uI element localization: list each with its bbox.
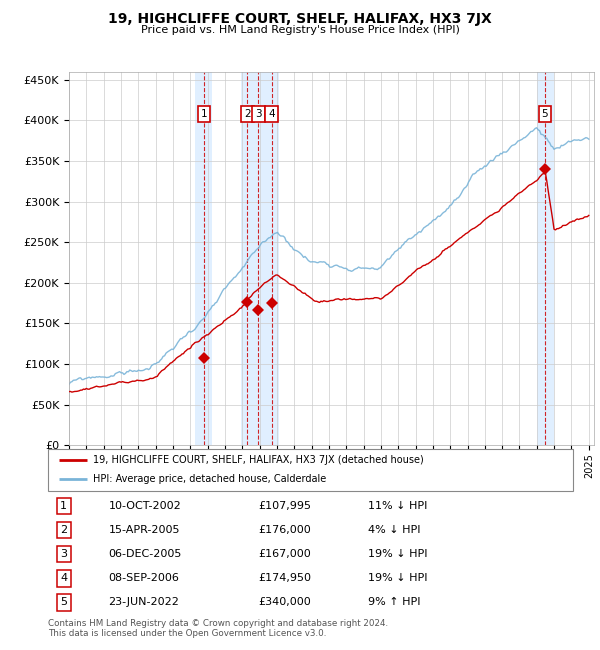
Text: £340,000: £340,000 — [258, 597, 311, 607]
Text: 06-DEC-2005: 06-DEC-2005 — [109, 549, 182, 559]
Text: 4: 4 — [60, 573, 67, 583]
Text: 10-OCT-2002: 10-OCT-2002 — [109, 501, 181, 511]
Text: HPI: Average price, detached house, Calderdale: HPI: Average price, detached house, Cald… — [92, 474, 326, 484]
Bar — [241, 72, 278, 445]
Text: 2: 2 — [244, 109, 251, 119]
Text: £107,995: £107,995 — [258, 501, 311, 511]
Text: 19% ↓ HPI: 19% ↓ HPI — [368, 549, 428, 559]
Bar — [537, 72, 554, 445]
Text: 23-JUN-2022: 23-JUN-2022 — [109, 597, 179, 607]
FancyBboxPatch shape — [48, 448, 573, 491]
Text: 4: 4 — [268, 109, 275, 119]
Text: 2: 2 — [60, 525, 67, 535]
Text: 5: 5 — [60, 597, 67, 607]
Text: Price paid vs. HM Land Registry's House Price Index (HPI): Price paid vs. HM Land Registry's House … — [140, 25, 460, 34]
Text: £167,000: £167,000 — [258, 549, 311, 559]
Bar — [196, 72, 212, 445]
Text: 3: 3 — [255, 109, 262, 119]
Text: £174,950: £174,950 — [258, 573, 311, 583]
Text: 08-SEP-2006: 08-SEP-2006 — [109, 573, 179, 583]
Text: 3: 3 — [60, 549, 67, 559]
Text: 1: 1 — [200, 109, 207, 119]
Text: 19, HIGHCLIFFE COURT, SHELF, HALIFAX, HX3 7JX (detached house): 19, HIGHCLIFFE COURT, SHELF, HALIFAX, HX… — [92, 455, 424, 465]
Text: 5: 5 — [542, 109, 548, 119]
Text: 19, HIGHCLIFFE COURT, SHELF, HALIFAX, HX3 7JX: 19, HIGHCLIFFE COURT, SHELF, HALIFAX, HX… — [108, 12, 492, 26]
Text: 15-APR-2005: 15-APR-2005 — [109, 525, 180, 535]
Text: 11% ↓ HPI: 11% ↓ HPI — [368, 501, 428, 511]
Text: Contains HM Land Registry data © Crown copyright and database right 2024.
This d: Contains HM Land Registry data © Crown c… — [48, 619, 388, 638]
Text: 1: 1 — [60, 501, 67, 511]
Text: 19% ↓ HPI: 19% ↓ HPI — [368, 573, 428, 583]
Text: £176,000: £176,000 — [258, 525, 311, 535]
Text: 9% ↑ HPI: 9% ↑ HPI — [368, 597, 421, 607]
Text: 4% ↓ HPI: 4% ↓ HPI — [368, 525, 421, 535]
